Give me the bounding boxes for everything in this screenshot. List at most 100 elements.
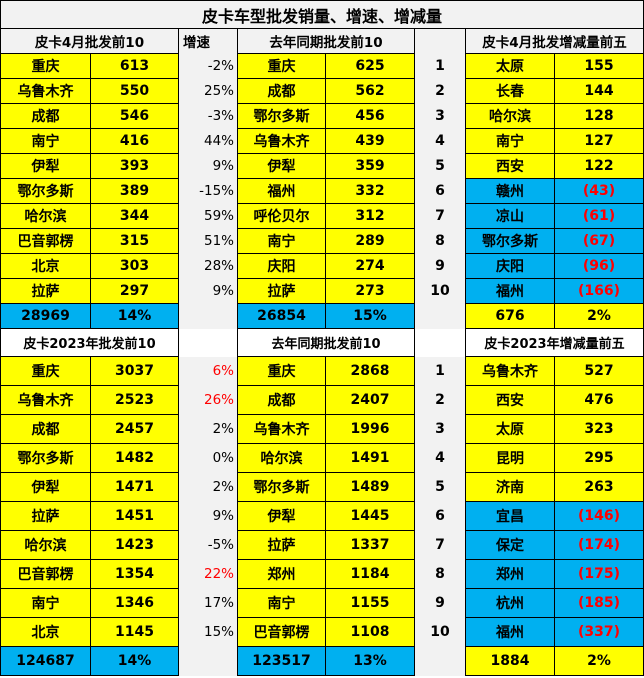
prev-total-growth: 15% <box>325 303 415 329</box>
prev-city-cell: 哈尔滨 <box>237 443 326 473</box>
value-cell: 546 <box>90 103 179 129</box>
change-city-cell: 南宁 <box>465 128 555 154</box>
prev-city-cell: 郑州 <box>237 559 326 589</box>
city-cell: 北京 <box>0 253 91 279</box>
prev-city-cell: 重庆 <box>237 356 326 386</box>
change-city-cell: 福州 <box>465 617 555 647</box>
growth-blank <box>178 646 238 676</box>
rank-cell: 1 <box>414 53 466 79</box>
value-cell: 550 <box>90 78 179 104</box>
prev-city-cell: 鄂尔多斯 <box>237 103 326 129</box>
growth-blank <box>178 303 238 329</box>
change-value-cell: 527 <box>553 356 644 386</box>
change-value-cell: 295 <box>553 443 644 473</box>
city-cell: 北京 <box>0 617 91 647</box>
header-last-year-top10: 去年同期批发前10 <box>237 28 415 54</box>
total-value: 124687 <box>0 646 91 676</box>
growth-cell: 28% <box>178 253 238 279</box>
prev-value-cell: 312 <box>325 203 415 229</box>
prev-value-cell: 359 <box>325 153 415 179</box>
table-row: 成都 546 -3% 鄂尔多斯 456 3 哈尔滨 128 <box>0 103 644 129</box>
value-cell: 2523 <box>90 385 179 415</box>
prev-value-cell: 456 <box>325 103 415 129</box>
prev-city-cell: 福州 <box>237 178 326 204</box>
change-value-cell: 155 <box>553 53 644 79</box>
prev-value-cell: 332 <box>325 178 415 204</box>
prev-total-growth: 13% <box>325 646 415 676</box>
header-growth <box>178 328 238 357</box>
change-value-cell: 127 <box>553 128 644 154</box>
total-row: 28969 14% 26854 15% 676 2% <box>0 303 644 329</box>
value-cell: 1145 <box>90 617 179 647</box>
change-value-cell: (185) <box>553 588 644 618</box>
rank-cell: 4 <box>414 443 466 473</box>
prev-value-cell: 562 <box>325 78 415 104</box>
change-city-cell: 哈尔滨 <box>465 103 555 129</box>
prev-value-cell: 1491 <box>325 443 415 473</box>
growth-cell: 44% <box>178 128 238 154</box>
prev-value-cell: 1337 <box>325 530 415 560</box>
table-row: 哈尔滨 1423 -5% 拉萨 1337 7 保定 (174) <box>0 530 644 560</box>
header-last-year-top10: 去年同期批发前10 <box>237 328 415 357</box>
prev-city-cell: 鄂尔多斯 <box>237 472 326 502</box>
change-city-cell: 杭州 <box>465 588 555 618</box>
prev-city-cell: 重庆 <box>237 53 326 79</box>
table-row: 拉萨 297 9% 拉萨 273 10 福州 (166) <box>0 278 644 304</box>
rank-cell: 1 <box>414 356 466 386</box>
prev-total-value: 123517 <box>237 646 326 676</box>
change-city-cell: 郑州 <box>465 559 555 589</box>
rank-cell: 9 <box>414 588 466 618</box>
change-city-cell: 凉山 <box>465 203 555 229</box>
table-row: 乌鲁木齐 550 25% 成都 562 2 长春 144 <box>0 78 644 104</box>
value-cell: 315 <box>90 228 179 254</box>
city-cell: 拉萨 <box>0 278 91 304</box>
change-city-cell: 长春 <box>465 78 555 104</box>
table-row: 哈尔滨 344 59% 呼伦贝尔 312 7 凉山 (61) <box>0 203 644 229</box>
change-value-cell: 128 <box>553 103 644 129</box>
growth-cell: 2% <box>178 414 238 444</box>
prev-city-cell: 拉萨 <box>237 530 326 560</box>
prev-value-cell: 1445 <box>325 501 415 531</box>
prev-city-cell: 呼伦贝尔 <box>237 203 326 229</box>
value-cell: 416 <box>90 128 179 154</box>
rank-cell: 9 <box>414 253 466 279</box>
rank-blank <box>414 303 466 329</box>
header-rank-blank <box>414 28 466 54</box>
change-city-cell: 昆明 <box>465 443 555 473</box>
prev-city-cell: 乌鲁木齐 <box>237 128 326 154</box>
city-cell: 鄂尔多斯 <box>0 443 91 473</box>
rank-cell: 5 <box>414 472 466 502</box>
growth-cell: -5% <box>178 530 238 560</box>
table-row: 巴音郭楞 1354 22% 郑州 1184 8 郑州 (175) <box>0 559 644 589</box>
change-city-cell: 鄂尔多斯 <box>465 228 555 254</box>
city-cell: 重庆 <box>0 356 91 386</box>
prev-city-cell: 巴音郭楞 <box>237 617 326 647</box>
change-city-cell: 太原 <box>465 414 555 444</box>
value-cell: 1471 <box>90 472 179 502</box>
prev-city-cell: 成都 <box>237 78 326 104</box>
table-row: 北京 1145 15% 巴音郭楞 1108 10 福州 (337) <box>0 617 644 647</box>
city-cell: 哈尔滨 <box>0 203 91 229</box>
value-cell: 3037 <box>90 356 179 386</box>
header-current-top10: 皮卡2023年批发前10 <box>0 328 179 357</box>
value-cell: 303 <box>90 253 179 279</box>
rank-cell: 6 <box>414 501 466 531</box>
change-value-cell: (96) <box>553 253 644 279</box>
table-title: 皮卡车型批发销量、增速、增减量 <box>0 0 644 29</box>
rank-cell: 7 <box>414 530 466 560</box>
city-cell: 成都 <box>0 414 91 444</box>
change-value-cell: 263 <box>553 472 644 502</box>
rank-cell: 4 <box>414 128 466 154</box>
change-city-cell: 庆阳 <box>465 253 555 279</box>
prev-value-cell: 1489 <box>325 472 415 502</box>
city-cell: 巴音郭楞 <box>0 228 91 254</box>
prev-value-cell: 273 <box>325 278 415 304</box>
growth-cell: 51% <box>178 228 238 254</box>
rank-cell: 8 <box>414 228 466 254</box>
table-row: 南宁 1346 17% 南宁 1155 9 杭州 (185) <box>0 588 644 618</box>
growth-cell: 17% <box>178 588 238 618</box>
value-cell: 393 <box>90 153 179 179</box>
growth-cell: -2% <box>178 53 238 79</box>
growth-cell: 9% <box>178 278 238 304</box>
